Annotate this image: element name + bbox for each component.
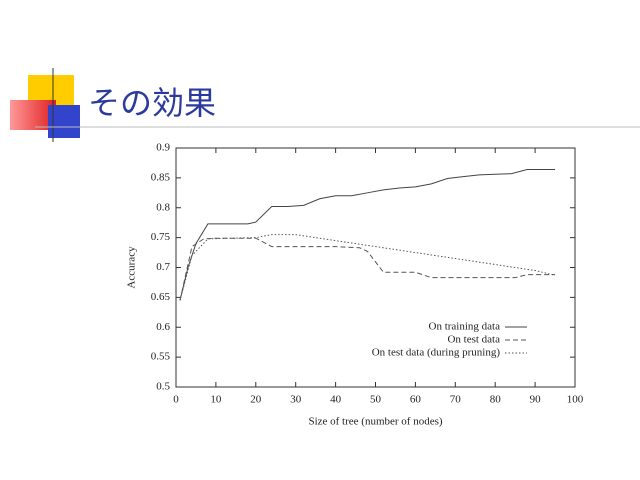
series-line xyxy=(179,237,556,301)
y-tick-label: 0.55 xyxy=(151,351,171,363)
x-tick-label: 40 xyxy=(330,394,342,406)
y-axis-label: Accuracy xyxy=(126,246,138,289)
x-axis-label: Size of tree (number of nodes) xyxy=(308,416,442,428)
x-tick-label: 90 xyxy=(530,394,542,406)
x-tick-label: 60 xyxy=(410,394,422,406)
x-tick-label: 50 xyxy=(370,394,382,406)
y-tick-label: 0.5 xyxy=(156,381,170,393)
x-tick-label: 0 xyxy=(173,394,179,406)
legend-label: On test data (during pruning) xyxy=(372,347,501,359)
series-line xyxy=(179,169,556,301)
legend-label: On training data xyxy=(429,321,501,333)
legend-label: On test data xyxy=(447,334,500,346)
y-tick-label: 0.65 xyxy=(151,291,171,303)
y-tick-label: 0.6 xyxy=(156,321,170,333)
x-tick-label: 70 xyxy=(450,394,462,406)
x-tick-label: 30 xyxy=(290,394,302,406)
x-tick-label: 100 xyxy=(567,394,584,406)
chart: 0.5 0.55 0.6 0.65 0.7 0.75 0.8 0.85 0.9 0 10 20 30 40… xyxy=(126,142,584,428)
slide-title: その効果 xyxy=(88,84,216,122)
y-tick-label: 0.9 xyxy=(156,142,170,154)
y-tick-label: 0.8 xyxy=(156,201,170,213)
y-tick-label: 0.85 xyxy=(151,171,171,183)
x-tick-label: 10 xyxy=(210,394,222,406)
series-line xyxy=(179,234,556,301)
y-tick-label: 0.7 xyxy=(156,261,170,273)
x-tick-label: 80 xyxy=(490,394,502,406)
y-tick-label: 0.75 xyxy=(151,231,171,243)
x-tick-label: 20 xyxy=(250,394,262,406)
